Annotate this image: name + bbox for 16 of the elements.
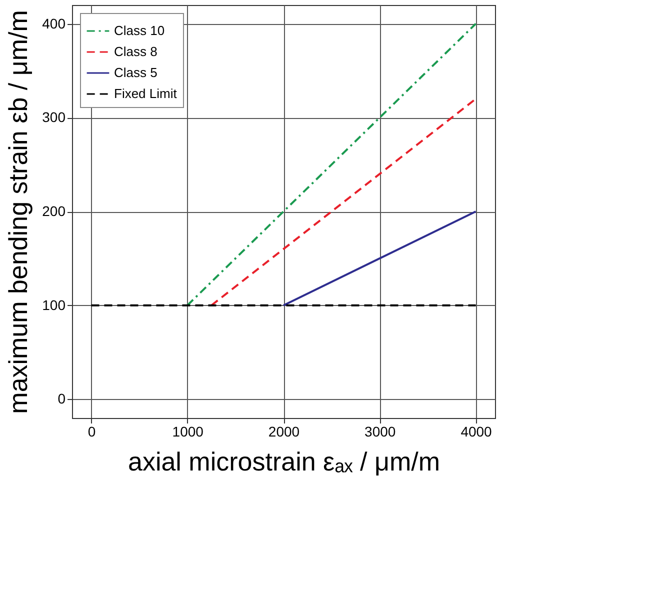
legend-label: Class 10	[114, 23, 165, 38]
x-tick-label: 2000	[268, 424, 300, 440]
legend-label: Class 8	[114, 44, 158, 59]
y-tick-label: 400	[42, 15, 66, 32]
y-tick-label: 200	[42, 203, 66, 219]
x-tick-label: 4000	[460, 424, 492, 440]
y-tick-label: 100	[42, 296, 66, 313]
legend-label: Class 5	[114, 65, 158, 80]
y-tick-label: 300	[42, 109, 66, 126]
legend-label: Fixed Limit	[114, 86, 178, 101]
y-tick-label: 0	[58, 390, 66, 407]
x-tick-label: 3000	[364, 424, 396, 440]
x-tick-label: 0	[88, 424, 96, 440]
y-axis-title: maximum bending strain εb / μm/m	[3, 10, 34, 414]
x-tick-label: 1000	[172, 424, 204, 440]
x-axis-title: axial microstrain εₐₓ / μm/m	[128, 446, 440, 476]
